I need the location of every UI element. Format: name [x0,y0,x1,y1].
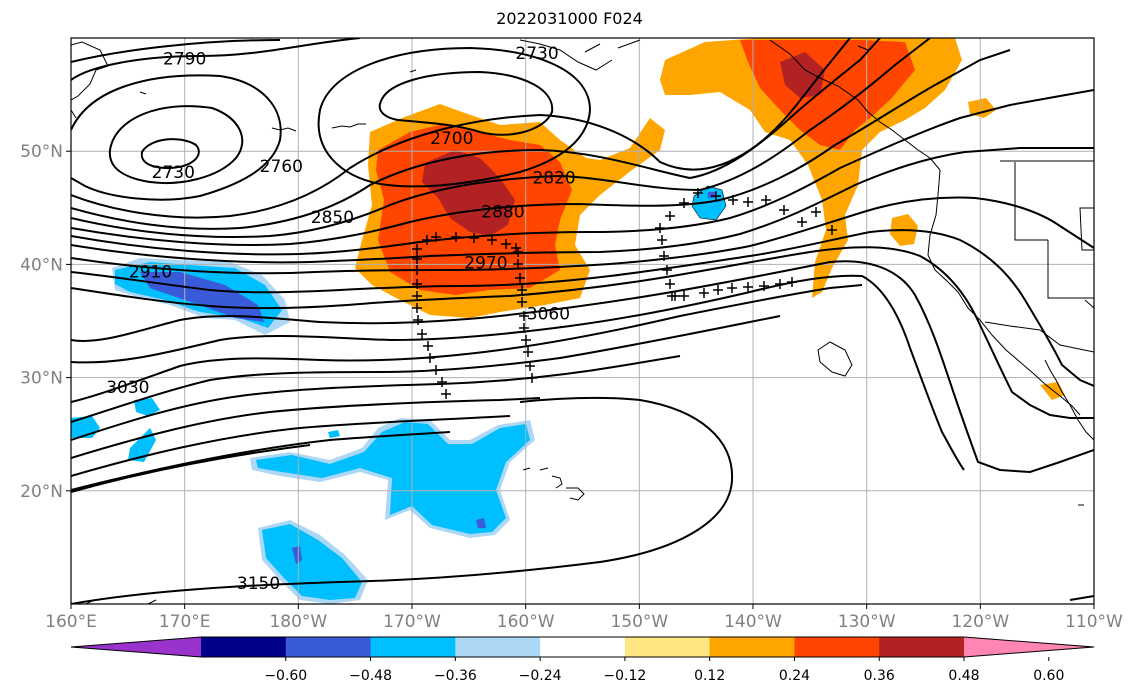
colorbar-tick-label: 0.12 [694,668,725,684]
y-tick-label: 40°N [20,255,63,275]
colorbar-segment [540,637,626,657]
x-tick-label: 180°W [269,612,327,632]
x-axis-ticks: 160°E 170°E 180°W 170°W 160°W 150°W 140°W 130°W… [45,604,1123,632]
colorbar-tick-label: 0.48 [948,668,979,684]
colorbar-tick-label: −0.48 [349,668,392,684]
colorbar-segment [624,637,711,657]
x-tick-label: 110°W [1065,612,1123,632]
colorbar-extend-high [964,637,1094,657]
y-tick-label: 50°N [20,142,63,162]
colorbar-extend-low [71,637,201,657]
colorbar-segment [709,637,795,657]
colorbar: −0.60 −0.48 −0.36 −0.24 −0.12 0.12 0.24 0.36 0.4… [70,636,1095,684]
negative-anomaly-sw-blue [262,524,362,600]
negative-anomaly-e-inner [708,192,716,198]
contour-label: 3060 [527,304,570,324]
colorbar-segment [201,637,287,657]
colorbar-segment [370,637,456,657]
contour-label: 2850 [311,208,354,228]
y-tick-label: 20°N [20,482,63,502]
contour-label: 2820 [532,169,575,189]
negative-anomaly-south-blue [256,422,530,534]
contour-labels: 2790 2730 2730 2760 2700 2820 2850 2880 2910 2970… [106,44,576,594]
contour-label: 2910 [129,262,172,282]
contour-label: 2970 [464,253,507,273]
map-border [70,37,1095,605]
height-contours [71,38,1094,604]
positive-anomaly-ne-darkred [780,52,825,98]
x-tick-label: 170°W [383,612,441,632]
colorbar-outline [70,636,1095,658]
colorbar-segment [794,637,880,657]
map-title: 2022031000 F024 [496,9,643,28]
y-tick-label: 30°N [20,369,63,389]
contour-label: 3030 [106,378,149,398]
colorbar-tick-label: 0.60 [1033,668,1064,684]
x-tick-label: 160°E [45,612,97,632]
contour-label: 2700 [430,129,473,149]
negative-anomaly-w2 [134,398,160,416]
contour-label: 2730 [152,163,195,183]
y-axis-ticks: 20°N 30°N 40°N 50°N [20,142,71,502]
colorbar-segment [879,637,965,657]
x-tick-label: 160°W [497,612,555,632]
x-tick-label: 140°W [724,612,782,632]
colorbar-segment [285,637,372,657]
plus-markers [412,188,837,399]
positive-anomaly-darkred [422,150,515,236]
colorbar-tick-label: −0.36 [434,668,477,684]
contour-label: 3150 [237,574,280,594]
colorbar-tick-label: −0.12 [603,668,646,684]
x-tick-label: 130°W [838,612,896,632]
negative-anomaly-s-royal [476,518,486,528]
negative-anomaly-sw-royal [292,546,302,564]
contour-label: 2730 [515,44,558,64]
x-tick-label: 170°E [159,612,211,632]
colorbar-tick-label: −0.24 [519,668,562,684]
colorbar-tick-label: 0.24 [779,668,810,684]
negative-anomaly-dot [328,430,340,438]
contour-label: 2880 [481,202,524,222]
colorbar-segment [455,637,541,657]
colorbar-tick-label: 0.36 [864,668,895,684]
positive-anomaly-small2 [968,98,996,118]
contour-label: 2790 [163,50,206,70]
map-frame [71,38,1094,604]
colorbar-tick-label: −0.60 [264,668,307,684]
x-tick-label: 150°W [610,612,668,632]
contour-label: 2760 [260,157,303,177]
x-tick-label: 120°W [951,612,1009,632]
